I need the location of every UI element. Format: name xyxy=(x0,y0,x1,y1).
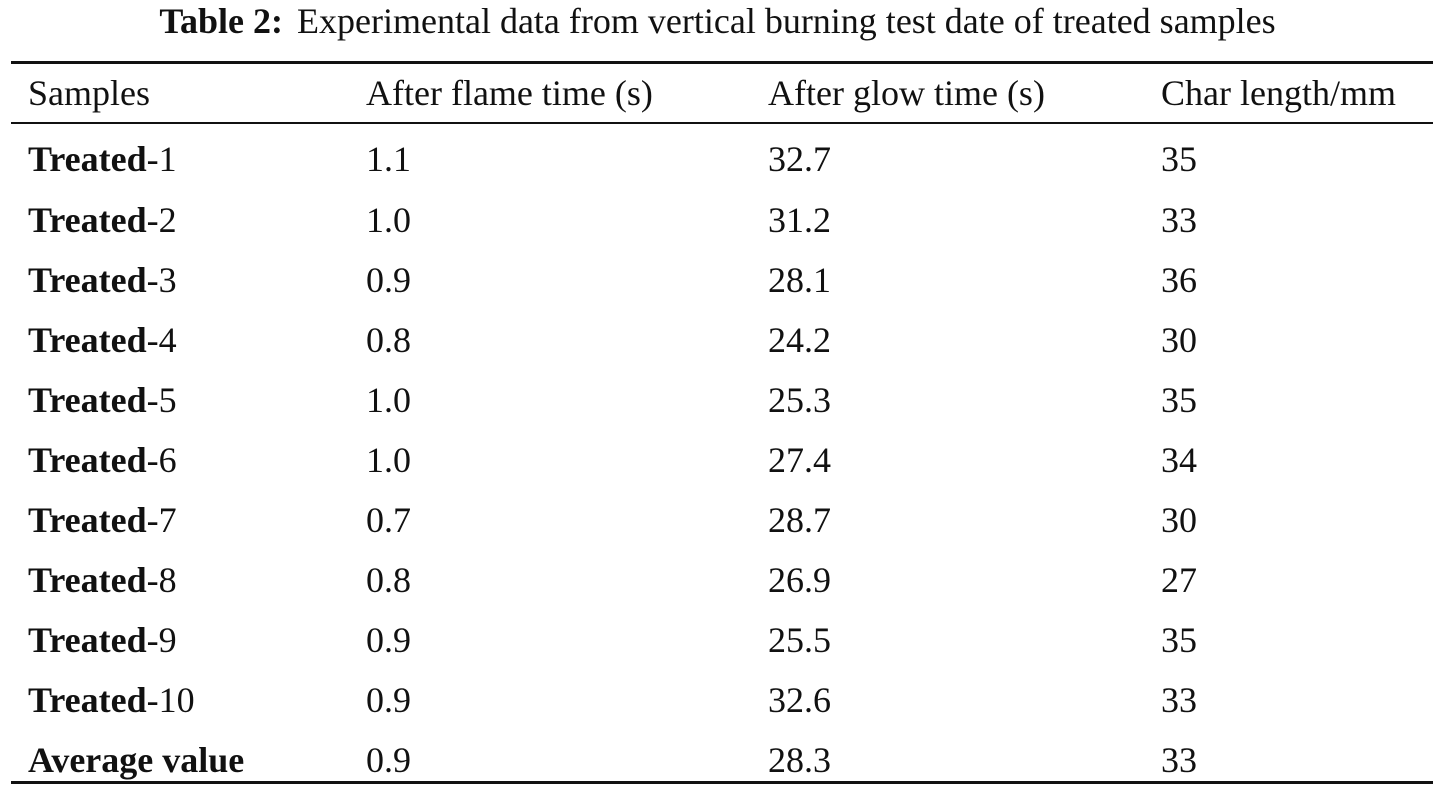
sample-name-bold: Treated xyxy=(28,680,147,720)
sample-name-cell: Treated-8 xyxy=(11,550,366,610)
table-row: Treated-1 1.1 32.7 35 xyxy=(11,122,1433,190)
sample-name-suffix: -8 xyxy=(146,560,177,600)
char-length-cell: 27 xyxy=(1161,560,1197,600)
after-glow-cell: 31.2 xyxy=(768,200,831,240)
sample-name-bold: Treated xyxy=(28,440,147,480)
table-row: Treated-3 0.9 28.1 36 xyxy=(11,250,1433,310)
char-length-cell: 33 xyxy=(1161,200,1197,240)
table-row: Treated-10 0.9 32.6 33 xyxy=(11,670,1433,730)
after-glow-cell: 32.7 xyxy=(768,139,831,179)
table-bottom-rule xyxy=(11,781,1433,784)
after-glow-cell: 25.5 xyxy=(768,620,831,660)
table-body: Treated-1 1.1 32.7 35 Treated-2 1.0 31.2… xyxy=(11,122,1433,790)
header-char-length: Char length/mm xyxy=(1161,73,1396,113)
sample-name-cell: Treated-3 xyxy=(11,250,366,310)
char-length-cell: 36 xyxy=(1161,260,1197,300)
sample-name-suffix: -6 xyxy=(146,440,177,480)
after-glow-cell: 28.7 xyxy=(768,500,831,540)
sample-name-cell: Treated-5 xyxy=(11,370,366,430)
sample-name-suffix: -10 xyxy=(146,680,195,720)
table-row: Treated-9 0.9 25.5 35 xyxy=(11,610,1433,670)
after-flame-cell: 0.9 xyxy=(366,260,411,300)
after-flame-cell: 0.7 xyxy=(366,500,411,540)
after-glow-cell: 27.4 xyxy=(768,440,831,480)
after-flame-cell: 0.9 xyxy=(366,740,411,780)
after-glow-cell: 25.3 xyxy=(768,380,831,420)
sample-name-bold: Treated xyxy=(28,620,147,660)
sample-name-cell: Treated-1 xyxy=(11,122,366,190)
table-caption: Table 2: Experimental data from vertical … xyxy=(0,0,1435,46)
table-row: Treated-6 1.0 27.4 34 xyxy=(11,430,1433,490)
char-length-cell: 30 xyxy=(1161,500,1197,540)
average-row: Average value 0.9 28.3 33 xyxy=(11,730,1433,790)
sample-name-bold: Treated xyxy=(28,320,147,360)
table-row: Treated-8 0.8 26.9 27 xyxy=(11,550,1433,610)
sample-name-cell: Treated-2 xyxy=(11,190,366,250)
after-flame-cell: 0.8 xyxy=(366,560,411,600)
char-length-cell: 34 xyxy=(1161,440,1197,480)
sample-name-bold: Treated xyxy=(28,380,147,420)
sample-name-suffix: -9 xyxy=(146,620,177,660)
after-glow-cell: 32.6 xyxy=(768,680,831,720)
header-after-flame-time: After flame time (s) xyxy=(366,73,653,113)
sample-name-suffix: -7 xyxy=(146,500,177,540)
after-flame-cell: 0.9 xyxy=(366,680,411,720)
char-length-cell: 30 xyxy=(1161,320,1197,360)
after-glow-cell: 24.2 xyxy=(768,320,831,360)
sample-name-suffix: -5 xyxy=(146,380,177,420)
sample-name-bold: Treated xyxy=(28,560,147,600)
after-flame-cell: 0.8 xyxy=(366,320,411,360)
sample-name-suffix: -1 xyxy=(146,139,177,179)
after-glow-cell: 26.9 xyxy=(768,560,831,600)
sample-name-cell: Treated-4 xyxy=(11,310,366,370)
sample-name-suffix: -2 xyxy=(146,200,177,240)
sample-name-bold: Average value xyxy=(28,740,245,780)
table-row: Treated-4 0.8 24.2 30 xyxy=(11,310,1433,370)
table-row: Treated-5 1.0 25.3 35 xyxy=(11,370,1433,430)
sample-name-cell: Treated-7 xyxy=(11,490,366,550)
header-after-glow-time: After glow time (s) xyxy=(768,73,1045,113)
after-glow-cell: 28.3 xyxy=(768,740,831,780)
table-header-rule xyxy=(11,122,1433,124)
data-table: Samples After flame time (s) After glow … xyxy=(11,64,1433,790)
header-row: Samples After flame time (s) After glow … xyxy=(11,64,1433,122)
sample-name-suffix: -4 xyxy=(146,320,177,360)
sample-name-bold: Treated xyxy=(28,200,147,240)
table-row: Treated-2 1.0 31.2 33 xyxy=(11,190,1433,250)
after-flame-cell: 1.0 xyxy=(366,200,411,240)
sample-name-bold: Treated xyxy=(28,500,147,540)
sample-name-cell: Treated-6 xyxy=(11,430,366,490)
caption-text: Experimental data from vertical burning … xyxy=(297,1,1276,41)
sample-name-bold: Treated xyxy=(28,139,147,179)
table-header: Samples After flame time (s) After glow … xyxy=(11,64,1433,122)
table-top-rule xyxy=(11,61,1433,64)
char-length-cell: 33 xyxy=(1161,740,1197,780)
char-length-cell: 35 xyxy=(1161,620,1197,660)
after-glow-cell: 28.1 xyxy=(768,260,831,300)
header-samples: Samples xyxy=(28,73,150,113)
sample-name-cell: Average value xyxy=(11,730,366,790)
caption-label: Table 2: xyxy=(159,1,284,41)
sample-name-bold: Treated xyxy=(28,260,147,300)
char-length-cell: 33 xyxy=(1161,680,1197,720)
char-length-cell: 35 xyxy=(1161,139,1197,179)
table-row: Treated-7 0.7 28.7 30 xyxy=(11,490,1433,550)
after-flame-cell: 1.1 xyxy=(366,139,411,179)
after-flame-cell: 0.9 xyxy=(366,620,411,660)
sample-name-suffix: -3 xyxy=(146,260,177,300)
sample-name-cell: Treated-10 xyxy=(11,670,366,730)
char-length-cell: 35 xyxy=(1161,380,1197,420)
sample-name-cell: Treated-9 xyxy=(11,610,366,670)
after-flame-cell: 1.0 xyxy=(366,440,411,480)
after-flame-cell: 1.0 xyxy=(366,380,411,420)
